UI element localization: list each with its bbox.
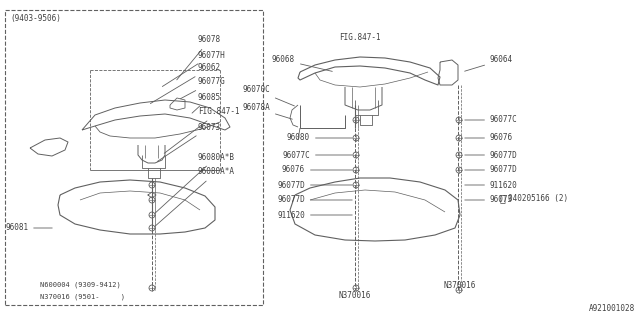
Text: N600004 (9309-9412): N600004 (9309-9412): [40, 282, 121, 288]
Text: 96070C: 96070C: [243, 85, 294, 106]
Text: 911620: 911620: [277, 211, 352, 220]
Text: 96081: 96081: [5, 223, 52, 233]
Text: N370016: N370016: [444, 281, 476, 290]
Text: 911620: 911620: [465, 180, 518, 189]
Text: 96078: 96078: [177, 36, 221, 80]
Text: 96077D: 96077D: [465, 165, 518, 174]
Text: 96080: 96080: [287, 133, 352, 142]
Text: 96077D: 96077D: [465, 150, 518, 159]
Text: 96064: 96064: [465, 55, 513, 71]
Text: 96080A*B: 96080A*B: [155, 153, 235, 213]
Text: 96080A*A: 96080A*A: [155, 167, 235, 226]
Text: 96076: 96076: [282, 165, 352, 174]
Text: 96078A: 96078A: [243, 103, 292, 119]
Text: 96077D: 96077D: [277, 196, 352, 204]
Text: 040205166 (2): 040205166 (2): [508, 194, 568, 203]
Text: 96062: 96062: [150, 63, 221, 104]
Text: A921001028: A921001028: [589, 304, 635, 313]
Text: 96077C: 96077C: [282, 150, 352, 159]
Text: 96077H: 96077H: [163, 51, 226, 86]
Text: 96077C: 96077C: [465, 116, 518, 124]
Text: FIG.847-1: FIG.847-1: [164, 108, 239, 153]
Text: 96077D: 96077D: [277, 180, 352, 189]
Text: FIG.847-1: FIG.847-1: [339, 34, 381, 43]
Text: 96076: 96076: [465, 133, 513, 142]
Text: N370016 (9501-     ): N370016 (9501- ): [40, 294, 125, 300]
Bar: [5, 10, 263, 305]
Text: 96077G: 96077G: [180, 77, 226, 99]
Text: Ⓢ: Ⓢ: [500, 193, 506, 203]
Text: 96073: 96073: [465, 196, 513, 204]
Text: 96085: 96085: [192, 92, 221, 113]
Text: (9403-9506): (9403-9506): [10, 14, 61, 23]
Text: 96068: 96068: [272, 55, 332, 71]
Text: N370016: N370016: [339, 291, 371, 300]
Text: 96073: 96073: [157, 123, 221, 162]
